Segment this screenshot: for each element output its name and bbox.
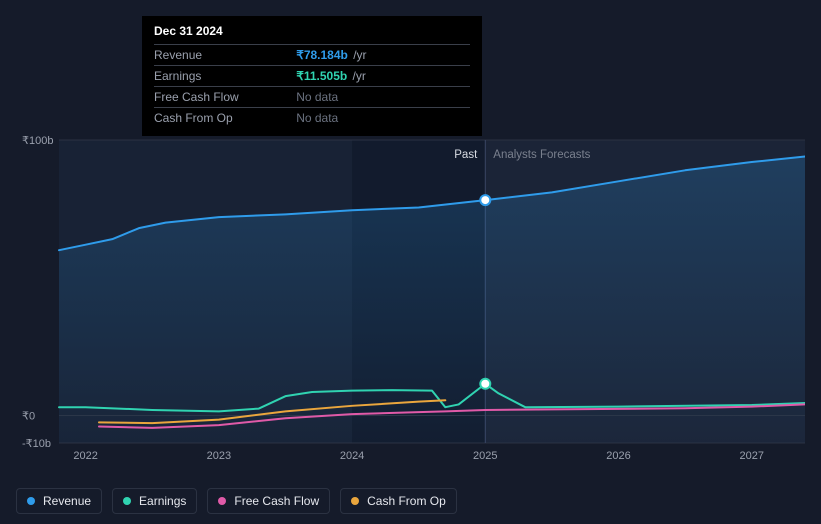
tooltip-row-value: ₹11.505b /yr bbox=[296, 66, 470, 87]
y-axis-label: -₹10b bbox=[22, 438, 51, 450]
tooltip-row-label: Revenue bbox=[154, 45, 296, 66]
hover-marker bbox=[480, 195, 490, 205]
legend-item-label: Cash From Op bbox=[367, 494, 446, 508]
tooltip-row: Cash From OpNo data bbox=[154, 108, 470, 129]
x-axis-label: 2024 bbox=[340, 450, 364, 462]
tooltip-row-label: Earnings bbox=[154, 66, 296, 87]
legend-dot-icon bbox=[351, 497, 359, 505]
tooltip-row: Free Cash FlowNo data bbox=[154, 87, 470, 108]
hover-marker bbox=[480, 379, 490, 389]
tooltip-row-label: Cash From Op bbox=[154, 108, 296, 129]
tooltip-row: Revenue₹78.184b /yr bbox=[154, 45, 470, 66]
legend-item[interactable]: Earnings bbox=[112, 488, 197, 514]
legend-item[interactable]: Revenue bbox=[16, 488, 102, 514]
legend-item[interactable]: Cash From Op bbox=[340, 488, 457, 514]
tooltip-date: Dec 31 2024 bbox=[154, 24, 470, 38]
legend-dot-icon bbox=[218, 497, 226, 505]
x-axis-label: 2025 bbox=[473, 450, 497, 462]
hover-tooltip: Dec 31 2024 Revenue₹78.184b /yrEarnings₹… bbox=[142, 16, 482, 136]
y-axis-label: ₹0 bbox=[22, 410, 35, 422]
legend-dot-icon bbox=[27, 497, 35, 505]
section-label-past: Past bbox=[454, 149, 478, 161]
x-axis-label: 2027 bbox=[739, 450, 763, 462]
legend: Revenue Earnings Free Cash Flow Cash From O… bbox=[16, 488, 457, 514]
legend-item-label: Free Cash Flow bbox=[234, 494, 319, 508]
tooltip-row-value: No data bbox=[296, 87, 470, 108]
legend-dot-icon bbox=[123, 497, 131, 505]
tooltip-row-label: Free Cash Flow bbox=[154, 87, 296, 108]
x-axis-label: 2023 bbox=[207, 450, 231, 462]
legend-item-label: Earnings bbox=[139, 494, 186, 508]
y-axis-label: ₹100b bbox=[22, 135, 53, 147]
section-label-forecast: Analysts Forecasts bbox=[493, 149, 590, 161]
tooltip-table: Revenue₹78.184b /yrEarnings₹11.505b /yrF… bbox=[154, 44, 470, 128]
legend-item[interactable]: Free Cash Flow bbox=[207, 488, 330, 514]
x-axis-label: 2026 bbox=[606, 450, 630, 462]
tooltip-row-value: No data bbox=[296, 108, 470, 129]
tooltip-row: Earnings₹11.505b /yr bbox=[154, 66, 470, 87]
legend-item-label: Revenue bbox=[43, 494, 91, 508]
x-axis-label: 2022 bbox=[73, 450, 97, 462]
tooltip-row-value: ₹78.184b /yr bbox=[296, 45, 470, 66]
